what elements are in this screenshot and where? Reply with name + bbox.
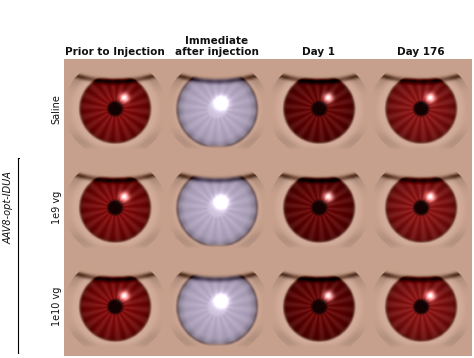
Text: Saline: Saline bbox=[52, 94, 62, 124]
Text: Day 1: Day 1 bbox=[302, 47, 335, 57]
Text: 1e10 vg: 1e10 vg bbox=[52, 287, 62, 326]
Text: Prior to Injection: Prior to Injection bbox=[65, 47, 165, 57]
Text: 1e9 vg: 1e9 vg bbox=[52, 191, 62, 224]
Text: Day 176: Day 176 bbox=[397, 47, 445, 57]
Text: Immediate
after injection: Immediate after injection bbox=[175, 36, 259, 57]
Text: AAV8-opt-IDUA: AAV8-opt-IDUA bbox=[3, 171, 14, 244]
